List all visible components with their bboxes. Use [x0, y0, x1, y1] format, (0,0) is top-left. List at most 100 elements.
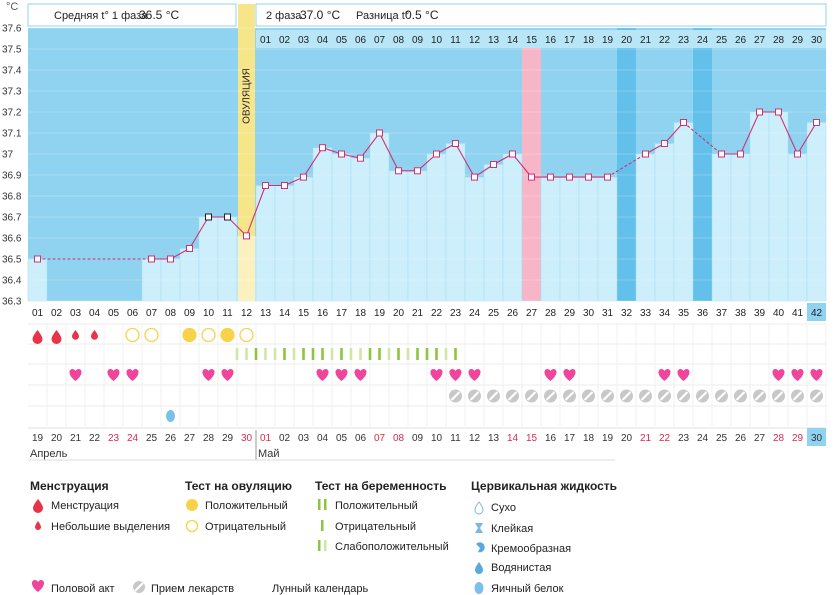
creamy-icon — [476, 542, 485, 553]
chart-header: °C Средняя t° 1 фаза 36.5 °C 2 фаза 37.0… — [6, 1, 827, 27]
pregnancy-test-positive-icon — [368, 348, 372, 360]
menstruation-drop-icon — [91, 330, 98, 340]
calendar-date-label: 23 — [108, 433, 120, 444]
ovulation-test-positive-icon — [182, 327, 197, 343]
menstruation-drop-icon — [51, 330, 62, 344]
temperature-point — [338, 150, 345, 158]
legend-cervical-watery: Водянистая — [491, 562, 551, 574]
temperature-point — [357, 154, 364, 162]
phase2-label: 2 фаза — [266, 10, 302, 22]
pregnancy-test-weak-icon — [292, 348, 296, 360]
temperature-point — [243, 232, 250, 240]
calendar-date-label: 21 — [70, 433, 82, 444]
medication-pill-stripe — [488, 391, 499, 401]
cycle-day-label: 13 — [260, 308, 272, 319]
calendar-date-label: 14 — [507, 433, 519, 444]
calendar-date-label: 22 — [89, 433, 101, 444]
cycle-day-label: 36 — [697, 308, 709, 319]
temperature-line-segment — [777, 111, 799, 155]
pregnancy-test-positive-icon — [454, 348, 457, 360]
top-day-label: 26 — [735, 35, 747, 46]
temperature-point — [300, 173, 307, 181]
cycle-day-label: 18 — [355, 308, 367, 319]
cycle-day-label: 03 — [70, 308, 82, 319]
temperature-bar — [179, 248, 200, 302]
cycle-day-label: 40 — [773, 308, 785, 319]
calendar-date-label: 16 — [545, 433, 557, 444]
legend-cervical-sticky: Клейкая — [491, 523, 533, 535]
pregnancy-test-weak-icon — [330, 348, 334, 360]
cycle-day-label: 08 — [165, 308, 177, 319]
calendar-date-label: 11 — [450, 433, 461, 444]
top-day-label: 23 — [678, 35, 690, 46]
cycle-day-label: 21 — [412, 308, 424, 319]
cycle-day-label: 17 — [336, 308, 348, 319]
medication-pill-stripe — [640, 391, 651, 401]
temperature-point — [34, 255, 41, 263]
legend-medication: Прием лекарств — [151, 583, 234, 595]
medication-pill-stripe — [564, 391, 575, 401]
cycle-day-label: 20 — [393, 308, 405, 319]
sticky-icon — [475, 523, 483, 533]
watery-icon — [475, 562, 483, 574]
temperature-point — [756, 108, 763, 116]
calendar-date-label: 25 — [146, 433, 158, 444]
temperature-bar — [749, 111, 770, 302]
calendar-date-label: 29 — [792, 433, 804, 444]
temperature-point — [775, 108, 782, 116]
top-day-label: 17 — [564, 35, 576, 46]
top-day-label: 12 — [469, 35, 481, 46]
temperature-line-segment — [360, 132, 380, 159]
cycle-day-label: 04 — [89, 308, 101, 319]
cycle-day-label: 30 — [583, 308, 595, 319]
diff-value: 0.5 °C — [405, 8, 439, 22]
legend-ovulation-title: Тест на овуляцию — [185, 479, 292, 493]
top-day-label: 27 — [754, 35, 766, 46]
pregnancy-test-weak-icon — [273, 348, 277, 360]
calendar-date-label: 28 — [203, 433, 215, 444]
cycle-day-label: 27 — [526, 308, 538, 319]
medication-pill-stripe — [792, 391, 803, 401]
calendar-date-label: 28 — [773, 433, 785, 444]
cycle-day-label: 33 — [640, 308, 652, 319]
pregnancy-test-positive-icon — [340, 348, 343, 360]
temperature-line-segment — [797, 122, 817, 155]
calendar-date-label: 12 — [469, 433, 481, 444]
cycle-day-label: 39 — [754, 308, 766, 319]
calendar-date-label: 10 — [431, 433, 443, 444]
intercourse-heart-icon — [772, 369, 785, 381]
ovulation-label: ОВУЛЯЦИЯ — [242, 68, 253, 124]
legend-spotting-item: Небольшие выделения — [51, 521, 170, 533]
temperature-point — [205, 213, 212, 221]
pregnancy-test-weak-icon — [349, 348, 353, 360]
intercourse-heart-icon — [544, 369, 557, 381]
current-day-cell — [807, 303, 826, 321]
egg-white-icon — [474, 582, 484, 594]
cycle-day-label: 09 — [184, 308, 196, 319]
cycle-day-label: 42 — [811, 308, 823, 319]
pregnancy-test-positive-icon — [397, 348, 400, 360]
cycle-day-label: 29 — [564, 308, 576, 319]
calendar-date-label: 30 — [241, 433, 253, 444]
temperature-point — [414, 167, 421, 175]
phase1-value: 36.5 °C — [139, 8, 179, 22]
temperature-point — [262, 182, 269, 189]
pregnancy-test-weak-icon — [245, 348, 248, 360]
temperature-bar — [388, 170, 409, 302]
temperature-bar — [483, 164, 504, 302]
legend-cervical-egg-white: Яичный белок — [491, 583, 564, 595]
today-date-cell — [807, 428, 826, 446]
top-day-label: 11 — [450, 35, 461, 46]
calendar-date-label: 03 — [298, 433, 310, 444]
intercourse-heart-icon — [468, 369, 481, 381]
pregnancy-test-positive-icon — [254, 348, 258, 360]
top-day-label: 28 — [773, 35, 785, 46]
top-day-label: 04 — [317, 35, 329, 46]
calendar-date-label: 24 — [697, 433, 709, 444]
temperature-point — [794, 150, 801, 158]
cycle-day-label: 28 — [545, 308, 557, 319]
cycle-day-label: 24 — [469, 308, 481, 319]
pregnancy-test-positive-icon — [378, 348, 381, 360]
temperature-bar — [787, 153, 808, 302]
